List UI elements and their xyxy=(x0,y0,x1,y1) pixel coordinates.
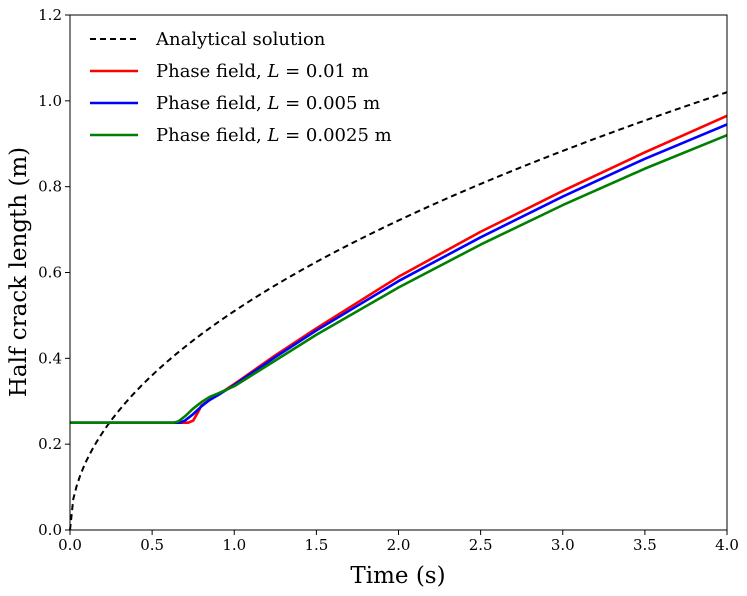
x-tick-label: 0.0 xyxy=(58,536,82,554)
y-tick-label: 1.2 xyxy=(38,6,62,24)
x-tick-label: 0.5 xyxy=(140,536,164,554)
x-tick-label: 4.0 xyxy=(715,536,739,554)
y-tick-label: 0.4 xyxy=(38,349,62,367)
y-axis-ticks: 0.0 0.2 0.4 0.6 0.8 1.0 1.2 xyxy=(38,6,70,539)
x-tick-label: 3.5 xyxy=(633,536,657,554)
series-line-1 xyxy=(69,91,728,531)
x-axis-label: Time (s) xyxy=(350,563,445,589)
y-axis-label: Half crack length (m) xyxy=(6,147,32,397)
y-tick-label: 0.6 xyxy=(38,264,62,282)
x-tick-label: 3.0 xyxy=(551,536,575,554)
x-tick-label: 1.0 xyxy=(222,536,246,554)
x-tick-label: 2.5 xyxy=(469,536,493,554)
series-layer xyxy=(69,91,728,531)
series-line-4 xyxy=(70,133,728,425)
legend-entry-4: Phase field, L = 0.0025 m xyxy=(156,125,392,146)
y-tick-label: 1.0 xyxy=(38,92,62,110)
x-axis-ticks: 0.0 0.5 1.0 1.5 2.0 2.5 3.0 3.5 4.0 xyxy=(58,530,739,554)
y-tick-label: 0.0 xyxy=(38,521,62,539)
y-tick-label: 0.2 xyxy=(38,435,62,453)
series-line-3 xyxy=(70,123,728,425)
x-tick-label: 2.0 xyxy=(387,536,411,554)
legend-entry-2: Phase field, L = 0.01 m xyxy=(156,61,369,82)
y-tick-label: 0.8 xyxy=(38,178,62,196)
series-line-2 xyxy=(70,114,728,425)
x-tick-label: 1.5 xyxy=(304,536,328,554)
legend: Analytical solution Phase field, L = 0.01… xyxy=(90,29,392,146)
legend-entry-1: Analytical solution xyxy=(155,29,326,50)
legend-entry-3: Phase field, L = 0.005 m xyxy=(156,93,380,114)
